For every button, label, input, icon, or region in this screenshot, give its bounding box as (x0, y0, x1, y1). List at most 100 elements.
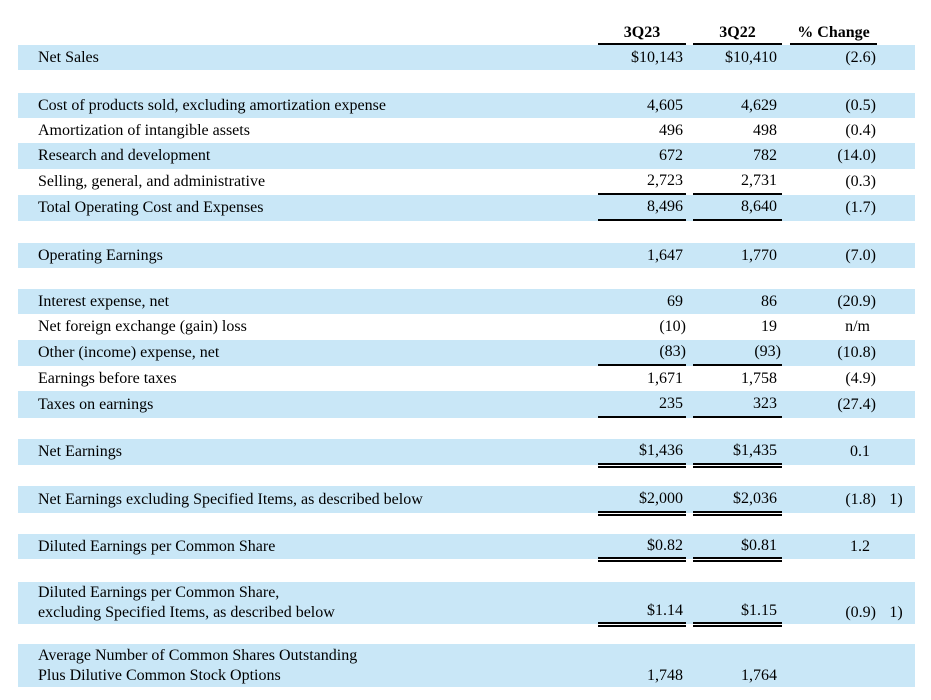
value-3q22: 4,629 (741, 96, 777, 114)
footnote-ref (877, 118, 915, 143)
value-3q22: $0.81 (693, 534, 782, 562)
row-label: Interest expense, net (38, 292, 170, 310)
footnote-ref (877, 534, 915, 559)
table-row: Cost of products sold, excluding amortiz… (18, 93, 915, 118)
row-label: Net Sales (38, 48, 99, 66)
value-3q23: 672 (659, 147, 683, 164)
table-row: Diluted Earnings per Common Share, exclud… (18, 582, 915, 627)
value-3q23: $10,143 (631, 48, 683, 66)
column-header-3q22: 3Q22 (693, 24, 782, 45)
row-label: Taxes on earnings (38, 395, 154, 413)
row-spacer (18, 624, 915, 644)
value-pct-change: (7.0) (845, 246, 876, 264)
row-label: Research and development (38, 147, 211, 165)
row-label: Net foreign exchange (gain) loss (38, 318, 247, 336)
value-3q22: 1,758 (741, 369, 777, 387)
table-row: Net foreign exchange (gain) loss (10) 19 n/… (18, 314, 915, 340)
footnote-ref (877, 289, 915, 314)
value-pct-change: (4.9) (845, 369, 876, 387)
table-row: Total Operating Cost and Expenses 8,496 8,… (18, 195, 915, 221)
value-3q23: 235 (598, 391, 686, 418)
value-pct-change (782, 685, 877, 687)
value-3q22: $10,410 (725, 48, 777, 66)
table-row: Net Earnings excluding Specified Items, … (18, 486, 915, 516)
table-header-row: 3Q23 3Q22 % Change (18, 17, 915, 45)
table-row: Selling, general, and administrative 2,72… (18, 169, 915, 195)
value-3q23: $1,436 (598, 439, 686, 468)
value-3q23: $0.82 (598, 534, 686, 562)
value-3q23: (10) (659, 318, 686, 335)
row-label: Earnings before taxes (38, 369, 177, 387)
row-label: Average Number of Common Shares Outstand… (38, 646, 358, 684)
table-row: Net Sales $10,143 $10,410 (2.6) (18, 45, 915, 70)
value-pct-change: (0.9) (845, 604, 876, 621)
value-pct-change: (0.5) (845, 96, 876, 114)
value-3q23: $2,000 (598, 486, 686, 516)
value-3q23: 496 (659, 121, 683, 139)
column-header-pct-change: % Change (790, 24, 877, 45)
footnote-ref (877, 439, 915, 465)
statement-table-body: Net Sales $10,143 $10,410 (2.6) Cost of prod… (18, 45, 915, 687)
row-spacer (18, 70, 915, 93)
footnote-ref: 1) (889, 490, 903, 508)
footnote-ref (877, 143, 915, 169)
value-pct-change: (27.4) (837, 395, 876, 413)
row-label: Diluted Earnings per Common Share, exclud… (38, 584, 335, 621)
row-spacer (18, 465, 915, 486)
value-pct-change: 0.1 (850, 443, 870, 460)
table-row: Taxes on earnings 235 323 (27.4) (18, 391, 915, 418)
table-row: Operating Earnings 1,647 1,770 (7.0) (18, 243, 915, 268)
value-3q22: 19 (761, 318, 777, 335)
value-3q23: 1,647 (647, 246, 683, 264)
footnote-ref (877, 366, 915, 391)
value-3q22: 1,770 (741, 246, 777, 264)
row-spacer (18, 268, 915, 289)
value-3q22: $1,435 (693, 439, 782, 468)
row-label: Other (income) expense, net (38, 344, 220, 362)
value-3q22: 323 (693, 391, 782, 418)
table-row: Amortization of intangible assets 496 498 (… (18, 118, 915, 143)
value-3q22: 782 (753, 147, 777, 164)
row-label: Net Earnings (38, 443, 122, 461)
footnote-ref (877, 93, 915, 118)
value-3q23: (83) (598, 340, 686, 366)
row-label: Selling, general, and administrative (38, 173, 266, 191)
column-header-3q23: 3Q23 (598, 24, 686, 45)
statement-table: 3Q23 3Q22 % Change Net Sales $10,143 $10,4… (18, 17, 915, 687)
table-row: Average Number of Common Shares Outstand… (18, 644, 915, 687)
footnote-ref (877, 340, 915, 366)
value-3q22: 2,731 (693, 169, 782, 195)
value-pct-change: n/m (845, 318, 870, 335)
value-pct-change: (0.3) (845, 173, 876, 190)
value-3q22: 498 (753, 121, 777, 139)
row-label: Diluted Earnings per Common Share (38, 537, 276, 555)
row-spacer (18, 513, 915, 534)
value-3q22: 1,764 (741, 667, 777, 684)
row-label: Net Earnings excluding Specified Items, … (38, 490, 423, 508)
row-spacer (18, 221, 915, 243)
footnote-ref (877, 45, 915, 70)
value-pct-change: (1.7) (845, 199, 876, 216)
row-spacer (18, 418, 915, 439)
value-pct-change: (14.0) (837, 147, 876, 164)
table-row: Research and development 672 782 (14.0) (18, 143, 915, 169)
value-3q22: $2,036 (693, 486, 782, 516)
value-3q23: 4,605 (647, 96, 683, 114)
value-3q23: 1,748 (647, 667, 683, 684)
value-pct-change: (0.4) (845, 121, 876, 139)
value-3q22: (93) (693, 340, 782, 366)
footnote-ref (877, 169, 915, 195)
footnote-ref (877, 685, 915, 687)
table-row: Diluted Earnings per Common Share $0.82 $0… (18, 534, 915, 562)
row-label: Amortization of intangible assets (38, 121, 250, 139)
value-3q23: $1.14 (598, 602, 686, 627)
table-row: Interest expense, net 69 86 (20.9) (18, 289, 915, 314)
table-row: Other (income) expense, net (83) (93) (10.8… (18, 340, 915, 366)
row-label: Cost of products sold, excluding amortiz… (38, 96, 386, 114)
value-pct-change: (1.8) (845, 490, 876, 508)
value-3q23: 1,671 (647, 369, 683, 387)
table-row: Earnings before taxes 1,671 1,758 (4.9) (18, 366, 915, 391)
value-3q22: $1.15 (693, 602, 782, 627)
footnote-ref: 1) (889, 604, 903, 621)
